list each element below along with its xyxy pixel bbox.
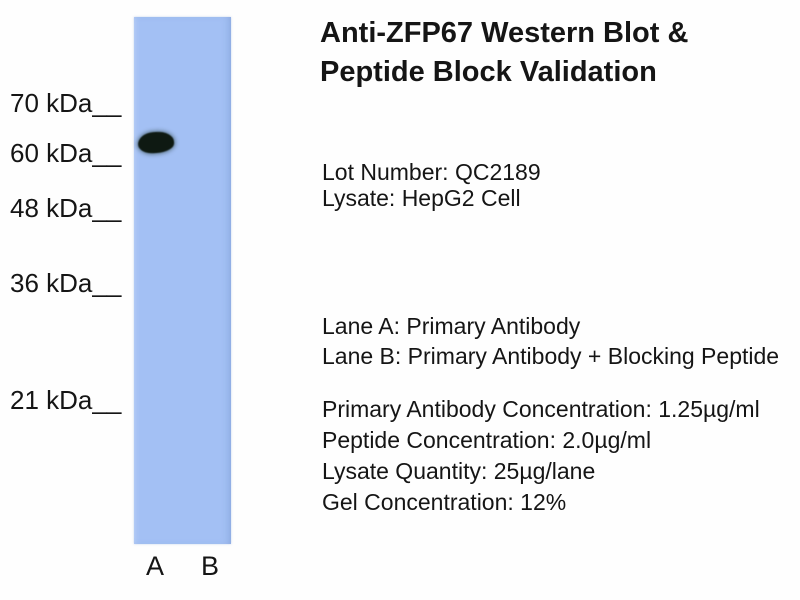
mw-marker-label-60kda: 60 kDa__ xyxy=(10,138,122,168)
lysate-quantity-text: Lysate Quantity: 25µg/lane xyxy=(322,458,596,484)
mw-marker-label-48kda: 48 kDa__ xyxy=(10,193,122,223)
mw-marker-label-70kda: 70 kDa__ xyxy=(10,88,122,118)
figure-title-line1: Anti-ZFP67 Western Blot & xyxy=(320,17,689,49)
lot-number-text: Lot Number: QC2189 xyxy=(322,159,541,185)
figure-title-line2: Peptide Block Validation xyxy=(320,56,657,88)
primary-antibody-concentration-text: Primary Antibody Concentration: 1.25µg/m… xyxy=(322,396,760,422)
lane-b-description: Lane B: Primary Antibody + Blocking Pept… xyxy=(322,343,780,369)
figure-title: Anti-ZFP67 Western Blot & Peptide Block … xyxy=(320,14,688,92)
lysate-text: Lysate: HepG2 Cell xyxy=(322,185,521,211)
lane-a-label: A xyxy=(146,551,165,581)
lane-b-label: B xyxy=(201,551,220,581)
mw-marker-label-36kda: 36 kDa__ xyxy=(10,268,122,298)
gel-lane-strip xyxy=(134,17,231,544)
mw-marker-label-21kda: 21 kDa__ xyxy=(10,385,122,415)
lot-info-block: Lot Number: QC2189 Lysate: HepG2 Cell xyxy=(322,159,541,211)
peptide-concentration-text: Peptide Concentration: 2.0µg/ml xyxy=(322,427,652,453)
lane-description-block: Lane A: Primary Antibody Lane B: Primary… xyxy=(322,311,779,371)
lane-a-description: Lane A: Primary Antibody xyxy=(322,313,581,339)
gel-concentration-text: Gel Concentration: 12% xyxy=(322,489,567,515)
conditions-block: Primary Antibody Concentration: 1.25µg/m… xyxy=(322,394,760,518)
